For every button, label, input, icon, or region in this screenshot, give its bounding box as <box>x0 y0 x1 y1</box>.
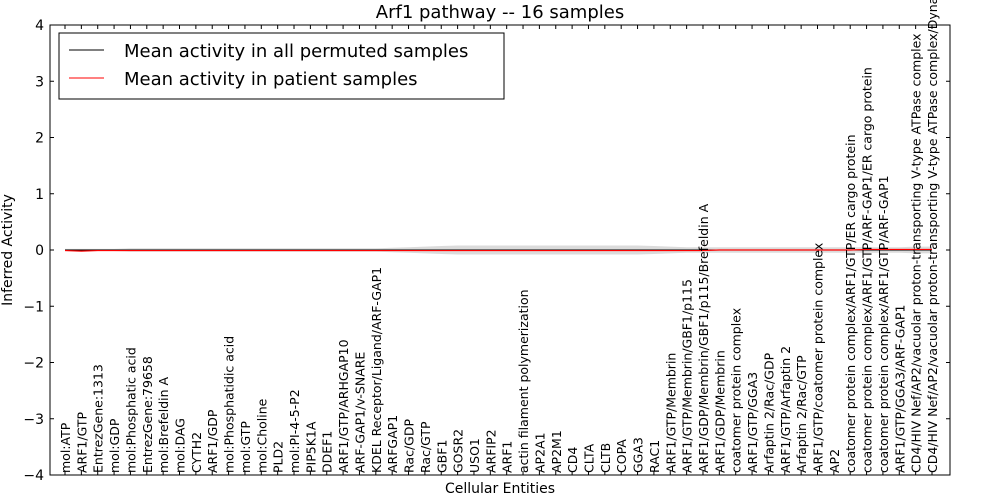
x-tick-label: coatomer protein complex <box>729 308 744 473</box>
x-tick-label: GBF1 <box>434 440 449 473</box>
series-line-patient <box>64 248 932 252</box>
x-tick-label: AP2A1 <box>532 432 547 473</box>
x-tick-label: mol:GDP <box>107 418 122 473</box>
x-tick-label: COPA <box>614 439 629 473</box>
x-tick-label: Arfaptin 2/Rac/GDP <box>761 352 776 473</box>
legend-label-permuted: Mean activity in all permuted samples <box>124 41 468 62</box>
y-tick-label: −4 <box>23 468 44 484</box>
x-tick-label: coatomer protein complex/ARF1/GTP/ER car… <box>843 134 858 473</box>
x-tick-label: CD4/HIV Nef/AP2/vacuolar proton-transpor… <box>925 0 940 473</box>
x-axis: mol:ATP ARF1/GTP EntrezGene:1313 mol:GDP mol… <box>58 0 940 475</box>
x-tick-label: ARF-GAP1/v-SNARE <box>352 352 367 473</box>
series-layer <box>64 248 932 252</box>
y-axis: −4 −3 −2 −1 0 1 2 3 4 <box>23 18 950 484</box>
x-tick-label: RAC1 <box>647 440 662 473</box>
y-tick-label: 2 <box>35 131 44 147</box>
x-tick-label: Arfaptin 2/Rac/GTP <box>794 355 809 473</box>
x-tick-label: CLTA <box>581 443 596 473</box>
legend-box <box>58 32 505 100</box>
x-tick-label: Rac/GTP <box>418 421 433 473</box>
legend-label-patient: Mean activity in patient samples <box>124 69 418 90</box>
y-tick-label: 1 <box>35 187 44 203</box>
x-tick-label: actin filament polymerization <box>516 289 531 473</box>
x-tick-label: mol:PI-4-5-P2 <box>287 389 302 473</box>
x-tick-label: KDEL Receptor/Ligand/ARF-GAP1 <box>369 267 384 473</box>
x-tick-label: ARF1/GDP/Membrin/GBF1/p115/Brefeldin A <box>696 203 711 473</box>
x-tick-label: GOSR2 <box>451 429 466 473</box>
x-tick-label: ARF1/GTP/Membrin/GBF1/p115 <box>680 279 695 473</box>
x-tick-label: coatomer protein complex/ARF1/GTP/ARF-GA… <box>860 67 875 473</box>
y-tick-label: −2 <box>23 356 44 372</box>
y-tick-label: 0 <box>35 243 44 259</box>
x-tick-label: Rac/GDP <box>402 419 417 473</box>
x-tick-label: mol:Phosphatidic acid <box>222 336 237 473</box>
x-tick-label: ARF1/GTP/GGA3 <box>745 372 760 473</box>
y-tick-label: 3 <box>35 74 44 90</box>
x-tick-label: ARF1/GDP/Membrin <box>712 350 727 473</box>
x-tick-label: mol:Choline <box>254 398 269 473</box>
x-tick-label: mol:Brefeldin A <box>156 376 171 473</box>
x-tick-label: mol:DAG <box>173 418 188 473</box>
x-tick-label: CD4 <box>565 447 580 473</box>
x-tick-label: ARF1/GTP/Membrin <box>663 353 678 473</box>
x-tick-label: ARF1/GTP/Arfaptin 2 <box>778 346 793 473</box>
x-tick-label: DDEF1 <box>320 431 335 473</box>
x-tick-label: mol:ATP <box>58 422 73 473</box>
x-tick-label: EntrezGene:1313 <box>91 364 106 473</box>
x-tick-label: EntrezGene:79658 <box>140 356 155 473</box>
x-tick-label: PLD2 <box>271 441 286 473</box>
x-tick-label: AP2 <box>827 449 842 473</box>
x-tick-label: CD4/HIV Nef/AP2/vacuolar proton-transpor… <box>909 34 924 474</box>
x-tick-label: ARFGAP1 <box>385 415 400 473</box>
x-axis-label: Cellular Entities <box>445 481 555 497</box>
y-tick-label: −3 <box>23 412 44 428</box>
x-tick-label: ARF1/GTP/GGA3/ARF-GAP1 <box>892 305 907 473</box>
x-tick-label: ARFIP2 <box>483 429 498 473</box>
x-tick-label: AP2M1 <box>549 430 564 473</box>
x-tick-label: ARF1/GTP/coatomer protein complex <box>810 243 825 473</box>
y-tick-label: −1 <box>23 299 44 315</box>
x-tick-label: GGA3 <box>631 437 646 473</box>
x-tick-label: ARF1/GTP <box>74 412 89 473</box>
x-tick-label: coatomer protein complex/ARF1/GTP/ARF-GA… <box>876 175 891 473</box>
x-tick-label: mol:Phosphatic acid <box>123 347 138 473</box>
x-tick-label: ARF1 <box>500 441 515 473</box>
legend: Mean activity in all permuted samples Me… <box>58 32 505 100</box>
chart-title: Arf1 pathway -- 16 samples <box>376 2 624 23</box>
x-tick-label: mol:GTP <box>238 421 253 473</box>
x-tick-label: CLTB <box>598 443 613 473</box>
x-tick-label: USO1 <box>467 438 482 473</box>
y-tick-label: 4 <box>35 18 44 34</box>
x-tick-label: ARF1/GTP/ARHGAP10 <box>336 339 351 473</box>
x-tick-label: PIP5K1A <box>303 421 318 473</box>
y-axis-label: Inferred Activity <box>0 194 16 306</box>
x-tick-label: CYTH2 <box>189 432 204 473</box>
x-tick-label: ARF1/GDP <box>205 409 220 473</box>
